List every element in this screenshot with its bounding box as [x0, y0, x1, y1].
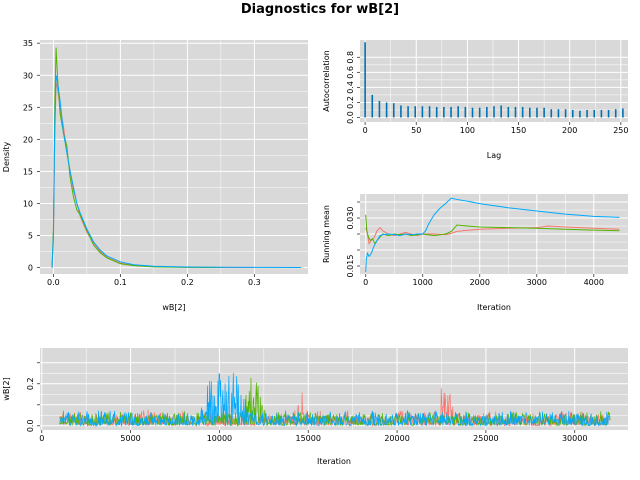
y-tick-label: 0.2	[26, 377, 35, 390]
y-tick-label: 0.015	[346, 255, 355, 278]
autocorrelation-plot: 0 50 100 150 200 250 0.0 0.2 0.4 0.6 0.8 Lag Autocor…	[322, 40, 628, 160]
x-tick-label: 5000	[120, 434, 140, 443]
y-tick-label: 25	[23, 103, 33, 112]
x-tick-label: 15000	[296, 434, 321, 443]
y-tick-label: 0.030	[346, 207, 355, 230]
y-tick-label: 35	[23, 39, 33, 48]
density-panel-background	[40, 40, 308, 274]
trace-plot: 0 5000 10000 15000 20000 25000 30000 0.0 0.2 Iter…	[2, 348, 628, 466]
y-tick-label: 15	[23, 167, 33, 176]
x-tick-label: 0	[39, 434, 44, 443]
y-tick-label: 0.4	[346, 81, 355, 94]
autocorrelation-marks	[364, 42, 624, 118]
x-tick-label: 0.1	[114, 278, 127, 287]
y-axis-title: wB[2]	[2, 377, 11, 400]
x-tick-label: 200	[562, 126, 577, 135]
density-series-line	[51, 47, 221, 269]
y-tick-label: 0.0	[26, 419, 35, 432]
y-tick-label: 0.8	[346, 51, 355, 64]
y-tick-label: 5	[28, 232, 33, 241]
density-plot: 0.0 0.1 0.2 0.3 0 5 10 15 20 25 30 35 wB[2] Density	[2, 39, 308, 312]
y-axis-title: Running mean	[322, 205, 331, 263]
y-tick-label: 0.0	[346, 111, 355, 124]
x-tick-label: 3000	[527, 278, 547, 287]
x-tick-label: 20000	[384, 434, 409, 443]
density-marks	[51, 47, 302, 269]
x-tick-label: 0.2	[181, 278, 194, 287]
y-axis-title: Density	[2, 142, 11, 173]
x-tick-label: 100	[460, 126, 475, 135]
trace-marks	[59, 372, 611, 428]
density-series-line	[51, 75, 302, 269]
y-tick-label: 30	[23, 71, 33, 80]
x-axis-title: Iteration	[477, 303, 511, 312]
running-mean-marks	[365, 197, 620, 273]
y-tick-label: 10	[23, 199, 33, 208]
x-axis-title: Lag	[487, 151, 501, 160]
x-tick-label: 150	[511, 126, 526, 135]
x-tick-label: 10000	[207, 434, 232, 443]
trace-series-line	[59, 372, 611, 428]
y-tick-label: 0.2	[346, 96, 355, 109]
x-tick-label: 4000	[584, 278, 604, 287]
x-tick-label: 25000	[473, 434, 498, 443]
figure-title: Diagnostics for wB[2]	[241, 2, 399, 17]
y-axis-title: Autocorrelation	[322, 50, 331, 112]
x-tick-label: 0	[363, 126, 368, 135]
running-mean-series-line	[365, 197, 620, 273]
y-tick-label: 0	[28, 264, 33, 273]
x-tick-label: 2000	[470, 278, 490, 287]
y-tick-label: 20	[23, 135, 33, 144]
x-axis-title: Iteration	[317, 457, 351, 466]
y-tick-label: 0.6	[346, 66, 355, 79]
x-tick-label: 250	[613, 126, 628, 135]
x-tick-label: 50	[411, 126, 421, 135]
x-tick-label: 0.0	[47, 278, 60, 287]
x-tick-label: 1000	[413, 278, 433, 287]
x-tick-label: 0	[363, 278, 368, 287]
x-tick-label: 0.3	[248, 278, 261, 287]
running-mean-plot: 0 1000 2000 3000 4000 0.015 0.030 Iteration Runn…	[322, 194, 628, 312]
x-axis-title: wB[2]	[162, 303, 185, 312]
x-tick-label: 30000	[562, 434, 587, 443]
